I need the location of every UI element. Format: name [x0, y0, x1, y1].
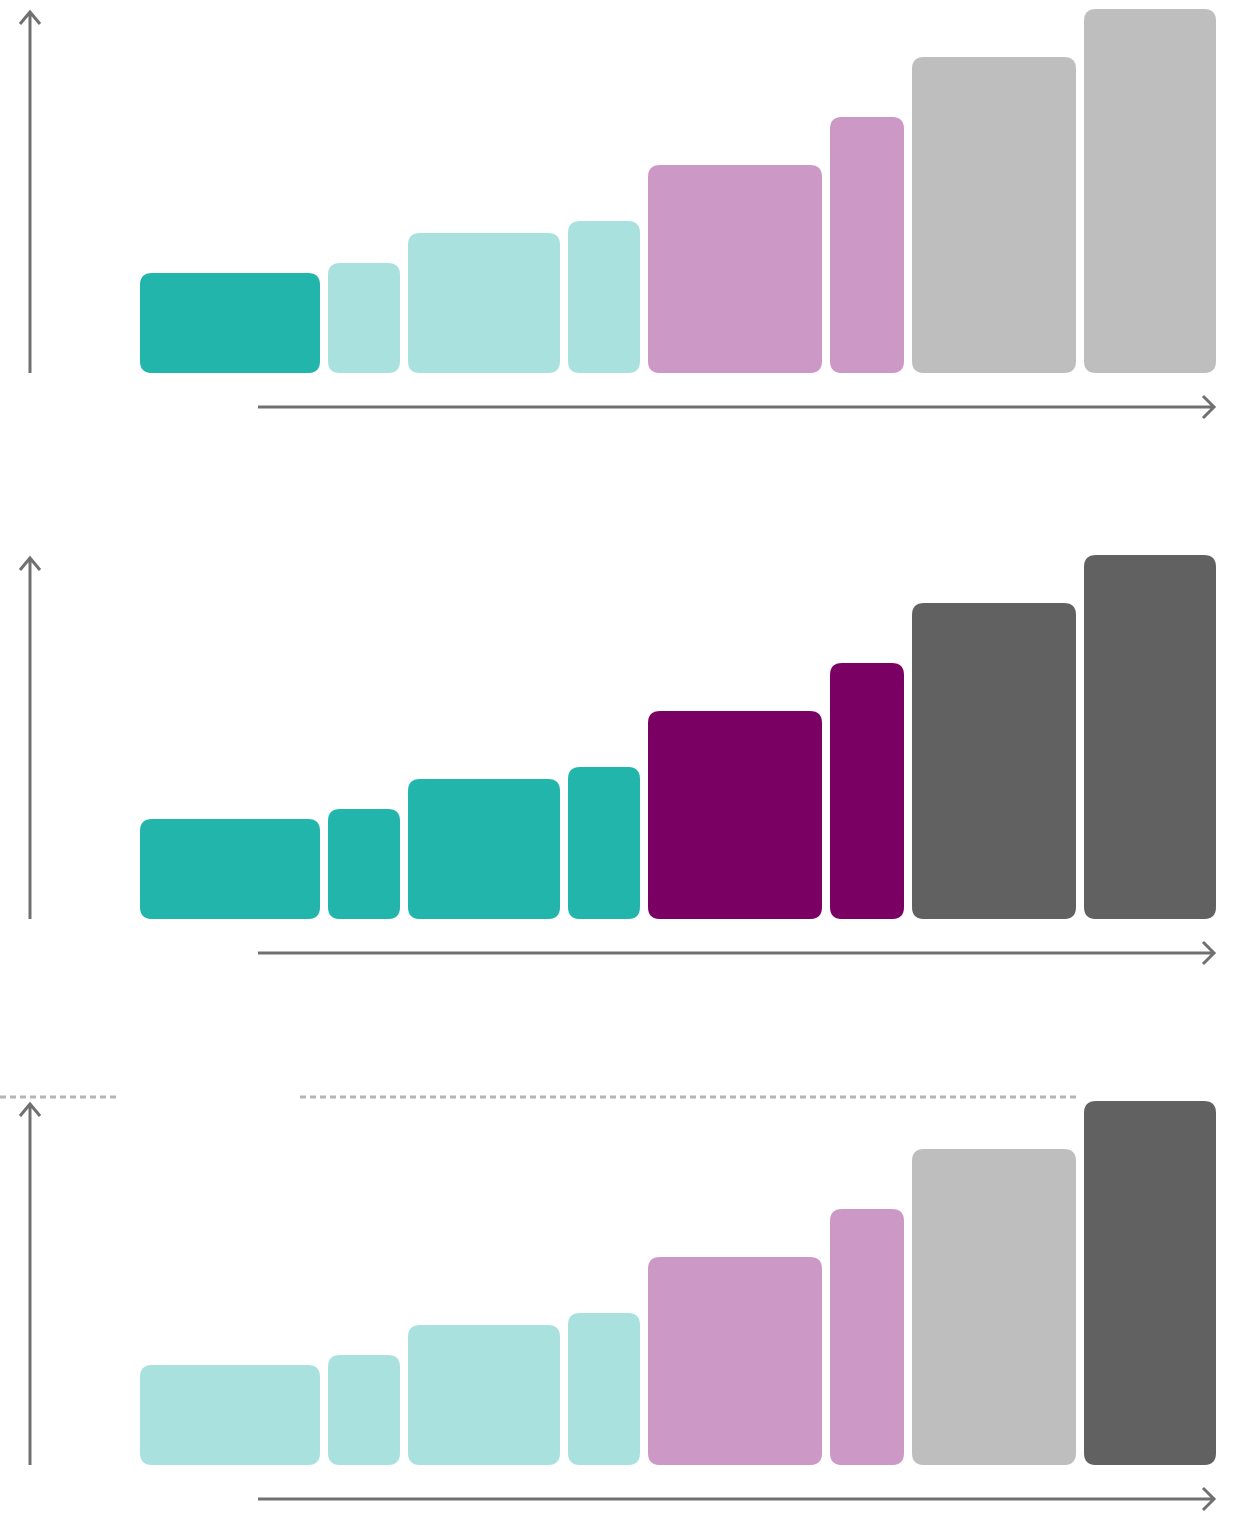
bar-4 — [568, 767, 640, 919]
y-axis-arrow — [18, 1101, 42, 1117]
chart-panel-3 — [0, 1095, 1217, 1512]
bar-6 — [830, 117, 904, 373]
y-axis-arrow — [18, 555, 42, 571]
bar-5 — [648, 165, 822, 373]
bar-3 — [408, 779, 560, 919]
bar-4 — [568, 221, 640, 373]
bar-2 — [328, 263, 400, 373]
bar-4 — [568, 1313, 640, 1465]
bar-8 — [1084, 1101, 1216, 1465]
chart-panel-2 — [18, 555, 1217, 966]
chart-panel-1 — [18, 9, 1217, 420]
bar-2 — [328, 1355, 400, 1465]
bar-1 — [140, 819, 320, 919]
bar-8 — [1084, 555, 1216, 919]
bar-3 — [408, 233, 560, 373]
bar-6 — [830, 1209, 904, 1465]
bar-2 — [328, 809, 400, 919]
bar-7 — [912, 603, 1076, 919]
bar-7 — [912, 57, 1076, 373]
x-axis-arrow — [1201, 1486, 1217, 1512]
bar-5 — [648, 711, 822, 919]
bar-5 — [648, 1257, 822, 1465]
bar-6 — [830, 663, 904, 919]
bar-1 — [140, 1365, 320, 1465]
bar-3 — [408, 1325, 560, 1465]
x-axis-arrow — [1201, 394, 1217, 420]
y-axis-arrow — [18, 9, 42, 25]
bar-8 — [1084, 9, 1216, 373]
x-axis-arrow — [1201, 940, 1217, 966]
bar-1 — [140, 273, 320, 373]
bar-7 — [912, 1149, 1076, 1465]
